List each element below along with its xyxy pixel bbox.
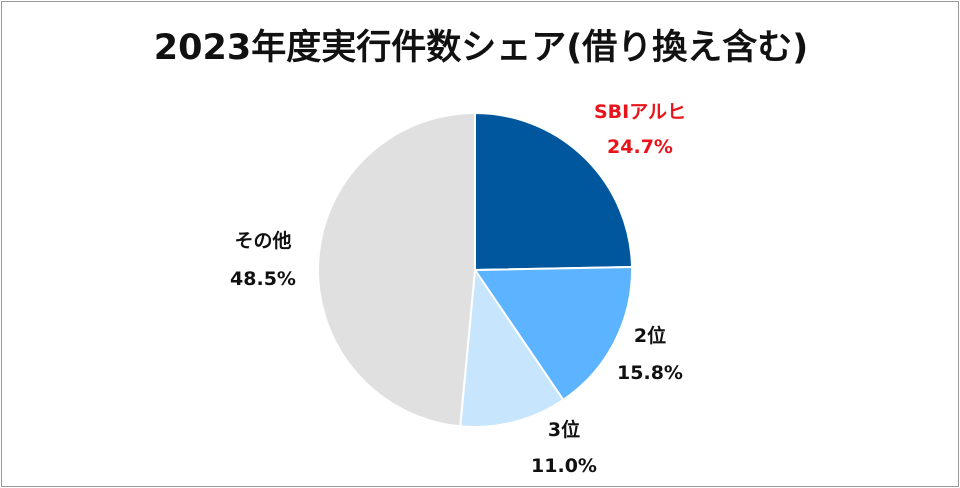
pie-slice-2 [474, 266, 633, 401]
slice-value-label-3: 11.0% [531, 455, 597, 477]
slice-value-label-4: 48.5% [230, 268, 296, 290]
slice-name-label-1: SBIアルヒ [594, 101, 686, 123]
slice-name-label-2: 2位 [634, 324, 666, 347]
pie-slices [317, 112, 633, 428]
slice-value-label-2: 15.8% [617, 362, 683, 384]
pie-slice-1 [474, 112, 633, 271]
slice-name-label-3: 3位 [548, 418, 580, 441]
pie-labels: SBIアルヒ 24.7% 2位 15.8% 3位 11.0% その他 48.5% [230, 101, 686, 477]
slice-value-label-1: 24.7% [607, 136, 673, 158]
pie-slice-3 [459, 269, 565, 428]
slice-name-label-4: その他 [234, 229, 291, 252]
chart-title: 2023年度実行件数シェア(借り換え含む) [153, 28, 809, 68]
pie-slice-4 [317, 112, 476, 428]
